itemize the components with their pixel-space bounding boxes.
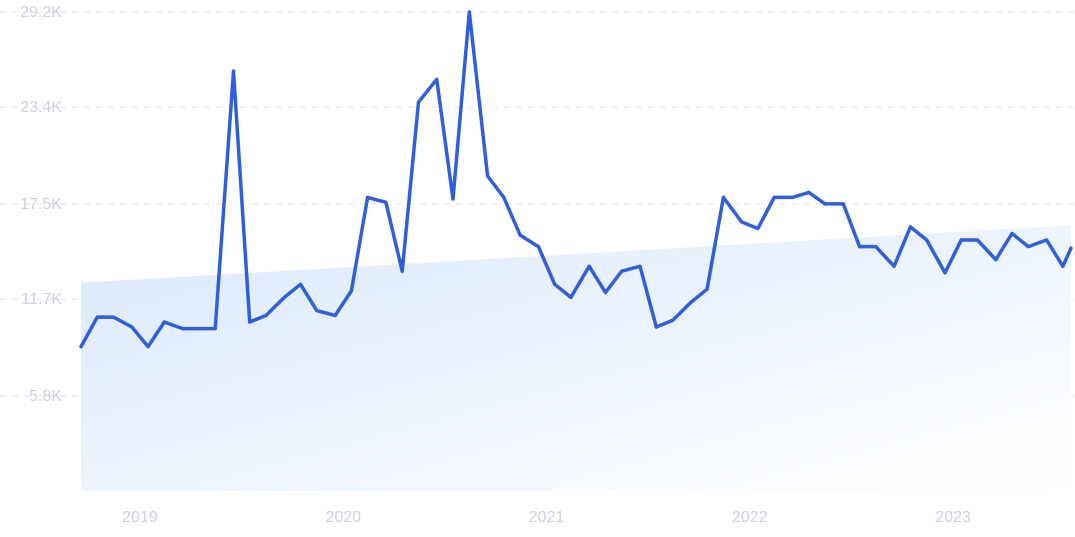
data-point [740, 220, 744, 224]
data-point [502, 195, 506, 199]
data-point [587, 264, 591, 268]
data-point [400, 269, 404, 273]
x-tick-label: 2022 [732, 509, 768, 526]
data-point [569, 295, 573, 299]
data-point [282, 295, 286, 299]
data-point [486, 174, 490, 178]
data-point [181, 327, 185, 331]
data-point [892, 264, 896, 268]
data-point [1061, 264, 1065, 268]
data-point [620, 269, 624, 273]
data-point [248, 320, 252, 324]
y-tick-label: 29.2K [20, 4, 62, 21]
data-point [231, 69, 236, 73]
data-point [925, 238, 929, 242]
data-point [79, 345, 83, 349]
data-point [197, 327, 201, 331]
data-point [994, 258, 998, 262]
data-point [790, 195, 795, 199]
y-axis-ticks: 5.8K 11.7K 17.5K 23.4K 29.2K [20, 4, 62, 405]
x-tick-label: 2021 [529, 509, 565, 526]
data-point [111, 315, 116, 319]
data-point [1026, 245, 1030, 249]
data-point [689, 300, 693, 304]
data-point [858, 245, 862, 249]
data-point [1045, 238, 1049, 242]
data-point [721, 195, 726, 199]
data-point [518, 233, 522, 237]
x-tick-label: 2023 [935, 509, 971, 526]
x-axis-ticks: 2019 2020 2021 2022 2023 [122, 509, 971, 526]
data-point [841, 202, 845, 206]
data-point [874, 245, 878, 249]
data-point [705, 287, 709, 291]
data-point [536, 245, 541, 249]
data-point [1069, 246, 1073, 250]
x-tick-label: 2020 [325, 509, 361, 526]
data-point [384, 200, 388, 204]
data-point [467, 10, 471, 14]
data-point [451, 197, 455, 201]
x-tick-label: 2019 [122, 509, 158, 526]
data-point [435, 77, 439, 81]
data-point [162, 320, 166, 324]
data-point [146, 345, 150, 349]
y-tick-label: 11.7K [21, 291, 62, 308]
data-point [416, 100, 421, 104]
data-point [366, 195, 370, 199]
data-point [943, 271, 947, 275]
data-point [349, 289, 353, 293]
series-line [79, 10, 1073, 349]
data-point [333, 313, 337, 318]
data-points [79, 10, 1073, 349]
y-tick-label: 23.4K [20, 99, 62, 116]
data-point [603, 290, 608, 295]
data-point [975, 238, 980, 242]
data-point [756, 226, 760, 231]
data-point [823, 202, 827, 206]
data-point [654, 325, 658, 329]
data-point [772, 195, 776, 199]
data-point [671, 318, 675, 322]
data-point [638, 264, 642, 268]
data-point [298, 282, 303, 286]
data-point [1010, 231, 1014, 236]
data-point [130, 325, 134, 329]
data-point [807, 190, 811, 194]
data-point [264, 313, 268, 318]
y-tick-label: 17.5K [20, 196, 62, 213]
data-point [315, 309, 319, 313]
trend-area [81, 225, 1071, 491]
data-point [553, 282, 557, 286]
data-point [959, 238, 963, 242]
data-point [95, 315, 99, 319]
data-point [908, 225, 913, 229]
y-tick-label: 5.8K [29, 388, 62, 405]
data-point [213, 327, 217, 331]
